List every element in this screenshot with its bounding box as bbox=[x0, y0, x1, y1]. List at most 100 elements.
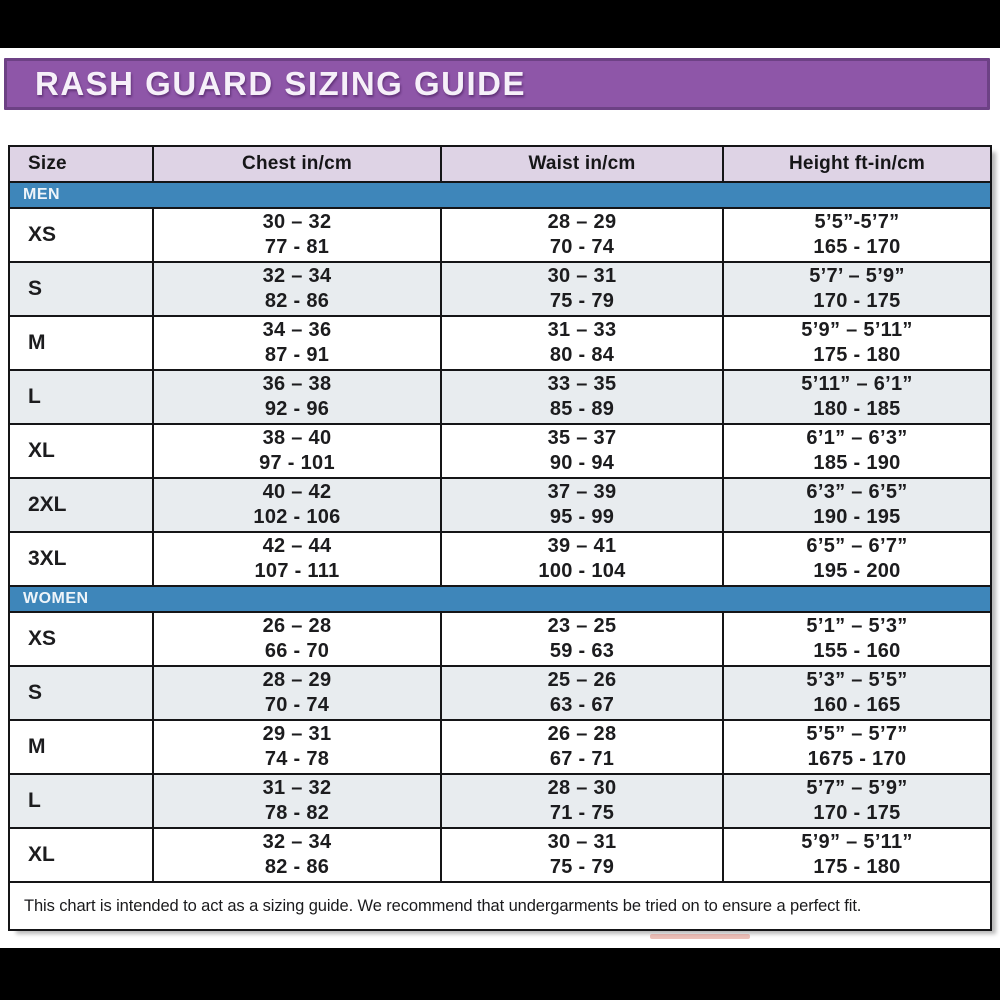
waist-inches-value: 25 – 26 bbox=[547, 669, 617, 691]
waist-cm-value: 59 - 63 bbox=[549, 640, 615, 662]
waist-inches-value: 33 – 35 bbox=[547, 373, 617, 395]
chest-cell: 30 – 32 77 - 81 bbox=[152, 207, 442, 263]
size-cell: S bbox=[8, 261, 154, 317]
chest-cm-value: 102 - 106 bbox=[253, 506, 341, 528]
size-cell: L bbox=[8, 369, 154, 425]
table-row: L 31 – 32 78 - 82 28 – 30 71 - 75 5’7” –… bbox=[8, 773, 992, 829]
chest-cell: 32 – 34 82 - 86 bbox=[152, 261, 442, 317]
sizing-table: Size Chest in/cm Waist in/cm Height ft-i… bbox=[8, 145, 992, 931]
table-body: MEN XS 30 – 32 77 - 81 28 – 29 70 - 74 5… bbox=[8, 181, 992, 883]
height-cell: 5’3” – 5’5” 160 - 165 bbox=[722, 665, 992, 721]
footer-note: This chart is intended to act as a sizin… bbox=[8, 881, 992, 931]
height-cell: 5’1” – 5’3” 155 - 160 bbox=[722, 611, 992, 667]
waist-cell: 28 – 29 70 - 74 bbox=[440, 207, 724, 263]
height-ftin-value: 6’3” – 6’5” bbox=[806, 481, 908, 503]
waist-cm-value: 100 - 104 bbox=[538, 560, 626, 582]
table-row: XS 26 – 28 66 - 70 23 – 25 59 - 63 5’1” … bbox=[8, 611, 992, 667]
height-cm-value: 165 - 170 bbox=[813, 236, 901, 258]
waist-inches-value: 26 – 28 bbox=[547, 723, 617, 745]
section-label: MEN bbox=[8, 181, 992, 209]
chest-cell: 34 – 36 87 - 91 bbox=[152, 315, 442, 371]
chest-cm-value: 82 - 86 bbox=[264, 290, 330, 312]
table-row: 3XL 42 – 44 107 - 111 39 – 41 100 - 104 … bbox=[8, 531, 992, 587]
waist-inches-value: 28 – 29 bbox=[547, 211, 617, 233]
height-cell: 6’3” – 6’5” 190 - 195 bbox=[722, 477, 992, 533]
waist-inches-value: 30 – 31 bbox=[547, 265, 617, 287]
chest-inches-value: 42 – 44 bbox=[262, 535, 332, 557]
sizing-table-wrap: Size Chest in/cm Waist in/cm Height ft-i… bbox=[8, 145, 992, 931]
height-ftin-value: 5’9” – 5’11” bbox=[801, 831, 913, 853]
height-ftin-value: 5’3” – 5’5” bbox=[806, 669, 908, 691]
chest-cell: 32 – 34 82 - 86 bbox=[152, 827, 442, 883]
chest-cell: 26 – 28 66 - 70 bbox=[152, 611, 442, 667]
height-cm-value: 160 - 165 bbox=[813, 694, 901, 716]
waist-cell: 28 – 30 71 - 75 bbox=[440, 773, 724, 829]
height-cell: 5’7’ – 5’9” 170 - 175 bbox=[722, 261, 992, 317]
chest-inches-value: 36 – 38 bbox=[262, 373, 332, 395]
height-cell: 5’9” – 5’11” 175 - 180 bbox=[722, 315, 992, 371]
column-header-size: Size bbox=[8, 145, 154, 183]
table-row: XL 38 – 40 97 - 101 35 – 37 90 - 94 6’1”… bbox=[8, 423, 992, 479]
height-cm-value: 190 - 195 bbox=[813, 506, 901, 528]
waist-cm-value: 63 - 67 bbox=[549, 694, 615, 716]
size-cell: XS bbox=[8, 207, 154, 263]
waist-inches-value: 39 – 41 bbox=[547, 535, 617, 557]
height-cell: 6’5” – 6’7” 195 - 200 bbox=[722, 531, 992, 587]
height-cm-value: 170 - 175 bbox=[813, 290, 901, 312]
size-cell: M bbox=[8, 719, 154, 775]
height-cm-value: 180 - 185 bbox=[813, 398, 901, 420]
waist-cell: 33 – 35 85 - 89 bbox=[440, 369, 724, 425]
chest-cm-value: 70 - 74 bbox=[264, 694, 330, 716]
table-row: S 28 – 29 70 - 74 25 – 26 63 - 67 5’3” –… bbox=[8, 665, 992, 721]
waist-cm-value: 75 - 79 bbox=[549, 290, 615, 312]
height-cm-value: 195 - 200 bbox=[813, 560, 901, 582]
chest-inches-value: 32 – 34 bbox=[262, 265, 332, 287]
size-cell: 3XL bbox=[8, 531, 154, 587]
chest-inches-value: 38 – 40 bbox=[262, 427, 332, 449]
chest-cm-value: 87 - 91 bbox=[264, 344, 330, 366]
page-title: RASH GUARD SIZING GUIDE bbox=[35, 65, 527, 102]
height-cell: 5’7” – 5’9” 170 - 175 bbox=[722, 773, 992, 829]
size-cell: XL bbox=[8, 423, 154, 479]
column-header-waist: Waist in/cm bbox=[440, 145, 724, 183]
height-cm-value: 185 - 190 bbox=[813, 452, 901, 474]
waist-cm-value: 80 - 84 bbox=[549, 344, 615, 366]
height-ftin-value: 5’9” – 5’11” bbox=[801, 319, 913, 341]
chest-cm-value: 107 - 111 bbox=[254, 560, 340, 582]
waist-inches-value: 23 – 25 bbox=[547, 615, 617, 637]
height-cell: 5’5”-5’7” 165 - 170 bbox=[722, 207, 992, 263]
chest-inches-value: 30 – 32 bbox=[262, 211, 332, 233]
chest-inches-value: 31 – 32 bbox=[262, 777, 332, 799]
size-cell: L bbox=[8, 773, 154, 829]
chest-inches-value: 26 – 28 bbox=[262, 615, 332, 637]
bottom-black-bar bbox=[0, 948, 1000, 1000]
waist-cell: 37 – 39 95 - 99 bbox=[440, 477, 724, 533]
size-cell: 2XL bbox=[8, 477, 154, 533]
waist-cm-value: 67 - 71 bbox=[549, 748, 615, 770]
table-row: XL 32 – 34 82 - 86 30 – 31 75 - 79 5’9” … bbox=[8, 827, 992, 883]
table-row: 2XL 40 – 42 102 - 106 37 – 39 95 - 99 6’… bbox=[8, 477, 992, 533]
waist-cm-value: 90 - 94 bbox=[549, 452, 615, 474]
height-cm-value: 170 - 175 bbox=[813, 802, 901, 824]
chest-cell: 36 – 38 92 - 96 bbox=[152, 369, 442, 425]
waist-cell: 31 – 33 80 - 84 bbox=[440, 315, 724, 371]
watermark-smudge bbox=[650, 934, 750, 939]
height-ftin-value: 5’1” – 5’3” bbox=[806, 615, 908, 637]
chest-cm-value: 74 - 78 bbox=[264, 748, 330, 770]
chest-cell: 42 – 44 107 - 111 bbox=[152, 531, 442, 587]
height-ftin-value: 5’5” – 5’7” bbox=[806, 723, 908, 745]
waist-cell: 35 – 37 90 - 94 bbox=[440, 423, 724, 479]
waist-inches-value: 35 – 37 bbox=[547, 427, 617, 449]
size-cell: M bbox=[8, 315, 154, 371]
chest-cell: 28 – 29 70 - 74 bbox=[152, 665, 442, 721]
waist-cm-value: 71 - 75 bbox=[549, 802, 615, 824]
height-cell: 5’9” – 5’11” 175 - 180 bbox=[722, 827, 992, 883]
waist-cell: 25 – 26 63 - 67 bbox=[440, 665, 724, 721]
chest-cm-value: 66 - 70 bbox=[264, 640, 330, 662]
top-black-bar bbox=[0, 0, 1000, 48]
footer-note-row: This chart is intended to act as a sizin… bbox=[8, 881, 992, 931]
waist-cell: 30 – 31 75 - 79 bbox=[440, 827, 724, 883]
chest-cell: 38 – 40 97 - 101 bbox=[152, 423, 442, 479]
height-cm-value: 175 - 180 bbox=[813, 856, 901, 878]
